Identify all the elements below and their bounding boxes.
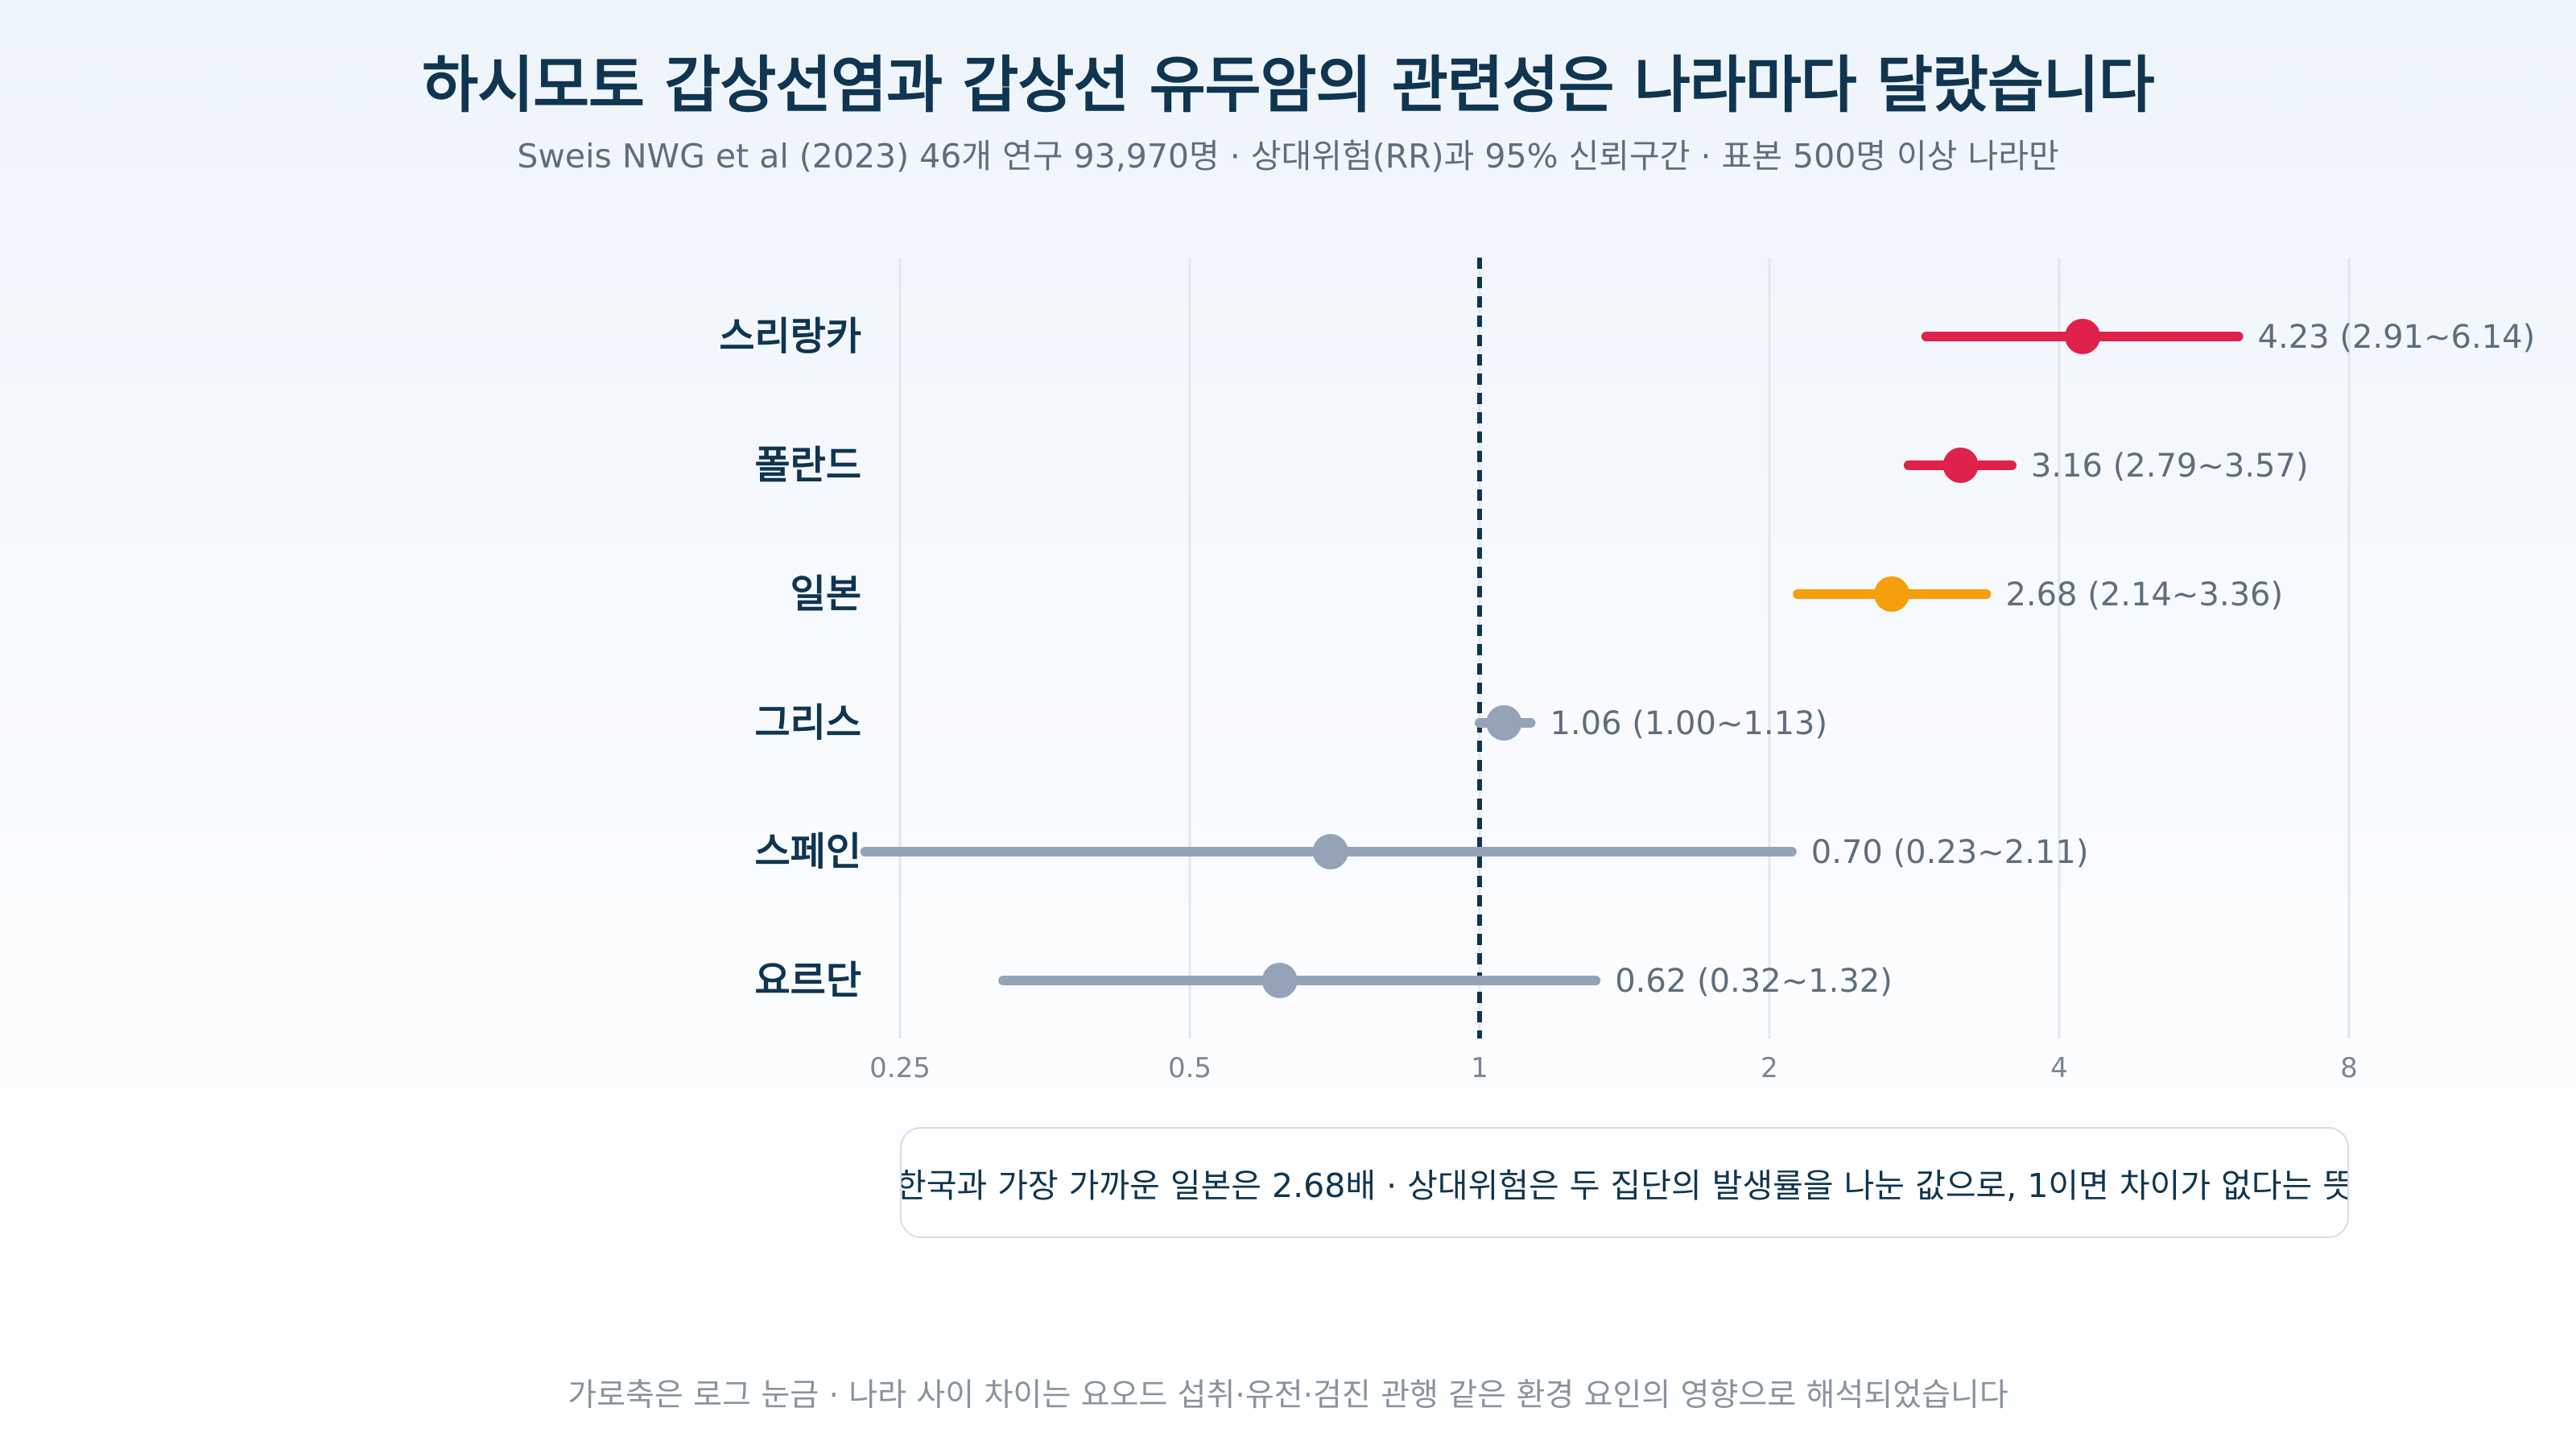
point-estimate [1261,963,1298,998]
note-box: 한국과 가장 가까운 일본은 2.68배 · 상대위험은 두 집단의 발생률을 … [900,1127,2349,1238]
footer-note: 가로축은 로그 눈금 · 나라 사이 차이는 요오드 섭취·유전·검진 관행 같… [568,1377,2008,1414]
point-estimate [1312,834,1348,869]
x-tick-label: 8 [2340,1052,2358,1084]
x-tick-label: 0.25 [869,1052,931,1084]
value-label: 0.70 (0.23~2.11) [1811,834,2089,871]
point-estimate [1942,448,1979,483]
chart-subtitle: Sweis NWG et al (2023) 46개 연구 93,970명 · … [517,137,2059,175]
country-label: 요르단 [755,958,861,1003]
value-label: 4.23 (2.91~6.14) [2258,319,2536,356]
forest-plot: 0.25 0.5 1 2 4 8 스리랑카 4.23 (2.91~6.14) 폴란드 3.16 (… [719,258,2536,1084]
x-tick-label: 1 [1471,1052,1488,1084]
point-estimate [2065,319,2101,354]
point-estimate [1486,705,1522,741]
country-label: 스리랑카 [719,314,861,359]
country-label: 일본 [791,572,861,617]
country-label: 스페인 [755,829,861,874]
chart-title: 하시모토 갑상선염과 갑상선 유두암의 관련성은 나라마다 달랐습니다 [422,49,2154,121]
value-label: 0.62 (0.32~1.32) [1615,963,1893,1000]
country-label: 그리스 [755,700,861,745]
country-label: 폴란드 [755,443,861,488]
value-label: 2.68 (2.14~3.36) [2005,576,2283,613]
value-label: 1.06 (1.00~1.13) [1550,705,1827,742]
x-tick-label: 2 [1761,1052,1778,1084]
x-tick-label: 4 [2050,1052,2068,1084]
note-text: 한국과 가장 가까운 일본은 2.68배 · 상대위험은 두 집단의 발생률을 … [900,1166,2349,1205]
x-tick-label: 0.5 [1168,1052,1212,1084]
value-label: 3.16 (2.79~3.57) [2031,448,2309,485]
point-estimate [1874,576,1910,612]
